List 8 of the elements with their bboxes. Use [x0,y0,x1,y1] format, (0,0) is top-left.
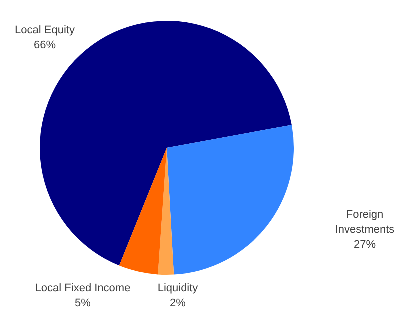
data-label: 2% [170,298,186,310]
slice-label: Foreign Investments [335,209,396,236]
slice-label: Local Equity [15,24,76,37]
data-label: 66% [34,40,56,52]
slice-label: Local Fixed Income [35,282,131,295]
data-label: 27% [354,239,376,252]
data-label: 5% [75,298,92,310]
slice-label: Liquidity [158,282,199,295]
